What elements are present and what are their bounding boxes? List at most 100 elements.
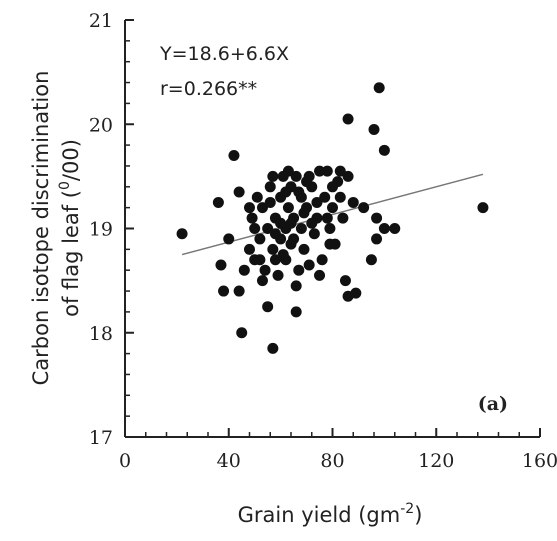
point <box>272 269 284 281</box>
point <box>254 233 266 245</box>
point <box>215 259 227 271</box>
point <box>321 165 333 177</box>
y-tick-label: 19 <box>89 219 113 241</box>
point <box>324 223 336 234</box>
point <box>233 186 245 198</box>
point <box>249 223 261 234</box>
point <box>477 202 489 214</box>
point <box>256 202 268 214</box>
point <box>259 264 271 276</box>
x-tick-label: 40 <box>217 450 241 472</box>
point <box>244 202 255 214</box>
point <box>337 212 349 224</box>
x-tick-label: 160 <box>522 450 557 472</box>
point <box>334 191 346 203</box>
point <box>238 264 250 276</box>
point <box>350 287 362 299</box>
y-tick-label: 21 <box>89 10 113 32</box>
point <box>371 233 383 245</box>
point <box>321 212 333 224</box>
y-label-text: of flag leaf ( <box>59 190 83 317</box>
point <box>293 186 305 198</box>
panel-label: (a) <box>478 393 508 415</box>
point <box>267 170 279 182</box>
correlation: r=0.266** <box>160 78 257 100</box>
point <box>389 223 401 234</box>
point <box>285 217 297 229</box>
y-label-end: /00) <box>59 139 83 181</box>
y-label-line1: Carbon isotope discrimination <box>29 71 53 386</box>
point <box>306 217 318 229</box>
point <box>251 191 263 203</box>
point <box>233 285 245 297</box>
point <box>262 223 274 234</box>
point <box>290 306 302 318</box>
point <box>267 342 279 354</box>
point <box>339 275 351 287</box>
y-label-line2: of flag leaf (0/00) <box>57 139 83 317</box>
point <box>282 165 294 177</box>
point <box>244 243 255 255</box>
point <box>347 196 359 208</box>
x-label-text: Grain yield (gm <box>238 503 401 527</box>
point <box>212 196 224 208</box>
point <box>269 228 281 240</box>
point <box>264 196 276 208</box>
point <box>298 243 310 255</box>
point <box>365 254 377 266</box>
x-label-end: ) <box>414 503 422 527</box>
y-tick-label: 18 <box>89 323 113 345</box>
point <box>314 165 326 177</box>
point <box>295 223 307 234</box>
point <box>334 165 346 177</box>
y-tick-label: 17 <box>89 427 113 449</box>
x-tick-label: 0 <box>119 450 131 472</box>
point <box>176 228 188 240</box>
point <box>298 207 310 219</box>
point <box>228 150 240 162</box>
point <box>256 275 268 287</box>
point <box>319 191 331 203</box>
x-tick-label: 80 <box>320 450 344 472</box>
point <box>218 285 230 297</box>
point <box>311 196 323 208</box>
point <box>290 280 302 292</box>
point <box>314 269 326 281</box>
equation: Y=18.6+6.6X <box>159 43 289 65</box>
point <box>288 233 300 245</box>
point <box>327 202 338 214</box>
point <box>262 301 274 313</box>
point <box>342 113 354 125</box>
y-tick-label: 20 <box>89 114 113 136</box>
point <box>264 181 276 193</box>
point <box>308 228 320 240</box>
x-label-sup: -2 <box>400 501 414 517</box>
point <box>280 186 292 198</box>
point <box>342 170 354 182</box>
point <box>303 259 315 271</box>
point <box>316 254 328 266</box>
point <box>358 202 370 214</box>
point <box>368 123 380 135</box>
point <box>324 238 336 250</box>
point <box>327 181 338 193</box>
point <box>267 243 279 255</box>
x-axis-label: Grain yield (gm-2) <box>238 501 423 527</box>
point <box>269 254 281 266</box>
x-tick-label: 120 <box>418 450 454 472</box>
y-label-sup: 0 <box>57 181 73 190</box>
point <box>378 223 390 234</box>
point <box>254 254 266 266</box>
point <box>293 264 305 276</box>
point <box>371 212 383 224</box>
point <box>246 212 258 224</box>
point <box>223 233 235 245</box>
point <box>236 327 248 339</box>
point <box>277 249 289 261</box>
point <box>373 82 385 94</box>
point <box>290 170 302 182</box>
point <box>282 202 294 214</box>
y-axis-label: Carbon isotope discrimination of flag le… <box>29 71 83 386</box>
